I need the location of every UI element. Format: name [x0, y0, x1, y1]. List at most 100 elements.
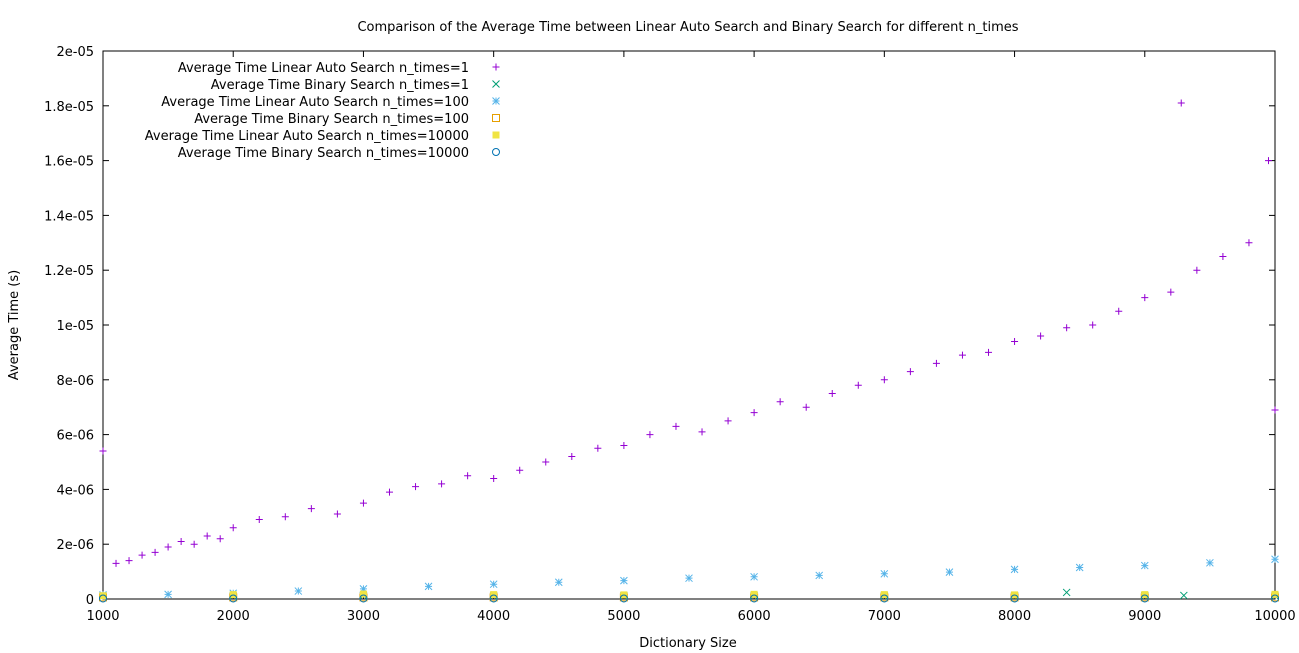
- legend-entry: Average Time Linear Auto Search n_times=…: [178, 61, 500, 76]
- data-point: [438, 480, 446, 488]
- legend-marker: [492, 80, 500, 88]
- y-tick-label: 2e-06: [56, 538, 94, 553]
- data-point: [750, 590, 758, 598]
- legend-entry: Average Time Linear Auto Search n_times=…: [161, 95, 500, 110]
- legend-entry: Average Time Binary Search n_times=10000: [178, 146, 500, 161]
- data-point: [958, 351, 966, 359]
- data-point: [932, 359, 940, 367]
- legend-marker: [492, 63, 500, 71]
- legend-entry: Average Time Linear Auto Search n_times=…: [145, 129, 500, 144]
- data-point: [1193, 266, 1201, 274]
- y-tick-label: 1.2e-05: [44, 264, 94, 279]
- data-point: [229, 594, 238, 603]
- legend: Average Time Linear Auto Search n_times=…: [145, 61, 500, 161]
- legend-label: Average Time Linear Auto Search n_times=…: [161, 95, 469, 110]
- data-point: [203, 532, 211, 540]
- legend-marker: [492, 148, 500, 156]
- legend-entry: Average Time Binary Search n_times=1: [211, 78, 500, 93]
- data-point: [1264, 157, 1272, 165]
- data-point: [255, 516, 263, 524]
- data-point: [1179, 591, 1188, 600]
- legend-marker: [492, 131, 500, 139]
- data-point: [672, 422, 680, 430]
- data-point: [619, 594, 628, 603]
- y-tick-label: 1.4e-05: [44, 209, 94, 224]
- data-point: [554, 578, 563, 587]
- data-point: [333, 510, 341, 518]
- data-point: [1089, 321, 1097, 329]
- data-point: [1075, 563, 1084, 572]
- legend-label: Average Time Binary Search n_times=1: [211, 78, 469, 93]
- data-point: [620, 442, 628, 450]
- legend-label: Average Time Binary Search n_times=100: [194, 112, 469, 127]
- data-point: [1245, 239, 1253, 247]
- data-point: [1271, 406, 1279, 414]
- y-axis-label: Average Time (s): [7, 270, 22, 380]
- data-point: [685, 574, 693, 583]
- data-point: [1037, 332, 1045, 340]
- data-point: [945, 568, 954, 577]
- data-point: [99, 592, 107, 600]
- data-point: [1271, 555, 1279, 564]
- data-point: [1271, 590, 1279, 598]
- legend-entry: Average Time Binary Search n_times=100: [194, 112, 500, 127]
- x-tick-label: 9000: [1128, 609, 1161, 624]
- data-point: [1062, 588, 1071, 597]
- data-point: [880, 376, 888, 384]
- x-axis-label: Dictionary Size: [639, 636, 737, 651]
- data-point: [1167, 288, 1175, 296]
- data-point: [750, 409, 758, 417]
- data-point: [164, 543, 172, 551]
- data-point: [828, 390, 836, 397]
- data-point: [880, 569, 889, 578]
- data-point: [750, 572, 758, 581]
- x-tick-label: 10000: [1254, 609, 1295, 624]
- legend-marker: [492, 97, 500, 105]
- data-point: [1010, 594, 1019, 603]
- x-tick-label: 2000: [217, 609, 250, 624]
- data-point: [698, 428, 706, 436]
- y-tick-label: 1e-05: [56, 319, 94, 334]
- data-point: [802, 403, 810, 411]
- data-point: [1011, 337, 1019, 345]
- data-point: [359, 585, 368, 593]
- data-point: [190, 540, 198, 548]
- x-tick-label: 5000: [607, 609, 640, 624]
- legend-label: Average Time Linear Auto Search n_times=…: [178, 61, 469, 76]
- y-tick-label: 1.8e-05: [44, 100, 94, 115]
- data-point: [906, 368, 914, 376]
- data-point: [99, 594, 107, 603]
- data-point: [1140, 594, 1149, 603]
- data-point: [464, 472, 472, 480]
- legend-label: Average Time Binary Search n_times=10000: [178, 146, 469, 161]
- data-point: [1141, 294, 1149, 302]
- y-tick-label: 0: [86, 593, 94, 608]
- data-point: [359, 499, 367, 507]
- data-point: [229, 524, 237, 532]
- data-point: [516, 466, 524, 474]
- data-point: [1010, 565, 1019, 574]
- data-point: [815, 571, 824, 580]
- data-point: [985, 348, 993, 356]
- data-point: [489, 594, 498, 603]
- data-point: [164, 590, 172, 599]
- chart-title: Comparison of the Average Time between L…: [357, 20, 1018, 35]
- data-point: [568, 453, 576, 461]
- data-point: [177, 537, 185, 545]
- data-point: [112, 559, 120, 567]
- data-point: [594, 444, 602, 452]
- x-tick-label: 3000: [347, 609, 380, 624]
- y-tick-label: 4e-06: [56, 483, 94, 498]
- data-point: [880, 594, 889, 603]
- data-point: [412, 483, 420, 491]
- data-point: [542, 458, 550, 466]
- data-point: [216, 535, 224, 543]
- data-point: [125, 557, 133, 565]
- data-point: [620, 576, 628, 585]
- data-point: [151, 548, 159, 556]
- x-tick-label: 1000: [86, 609, 119, 624]
- legend-marker: [492, 114, 500, 122]
- data-point: [99, 447, 107, 455]
- x-tick-label: 4000: [477, 609, 510, 624]
